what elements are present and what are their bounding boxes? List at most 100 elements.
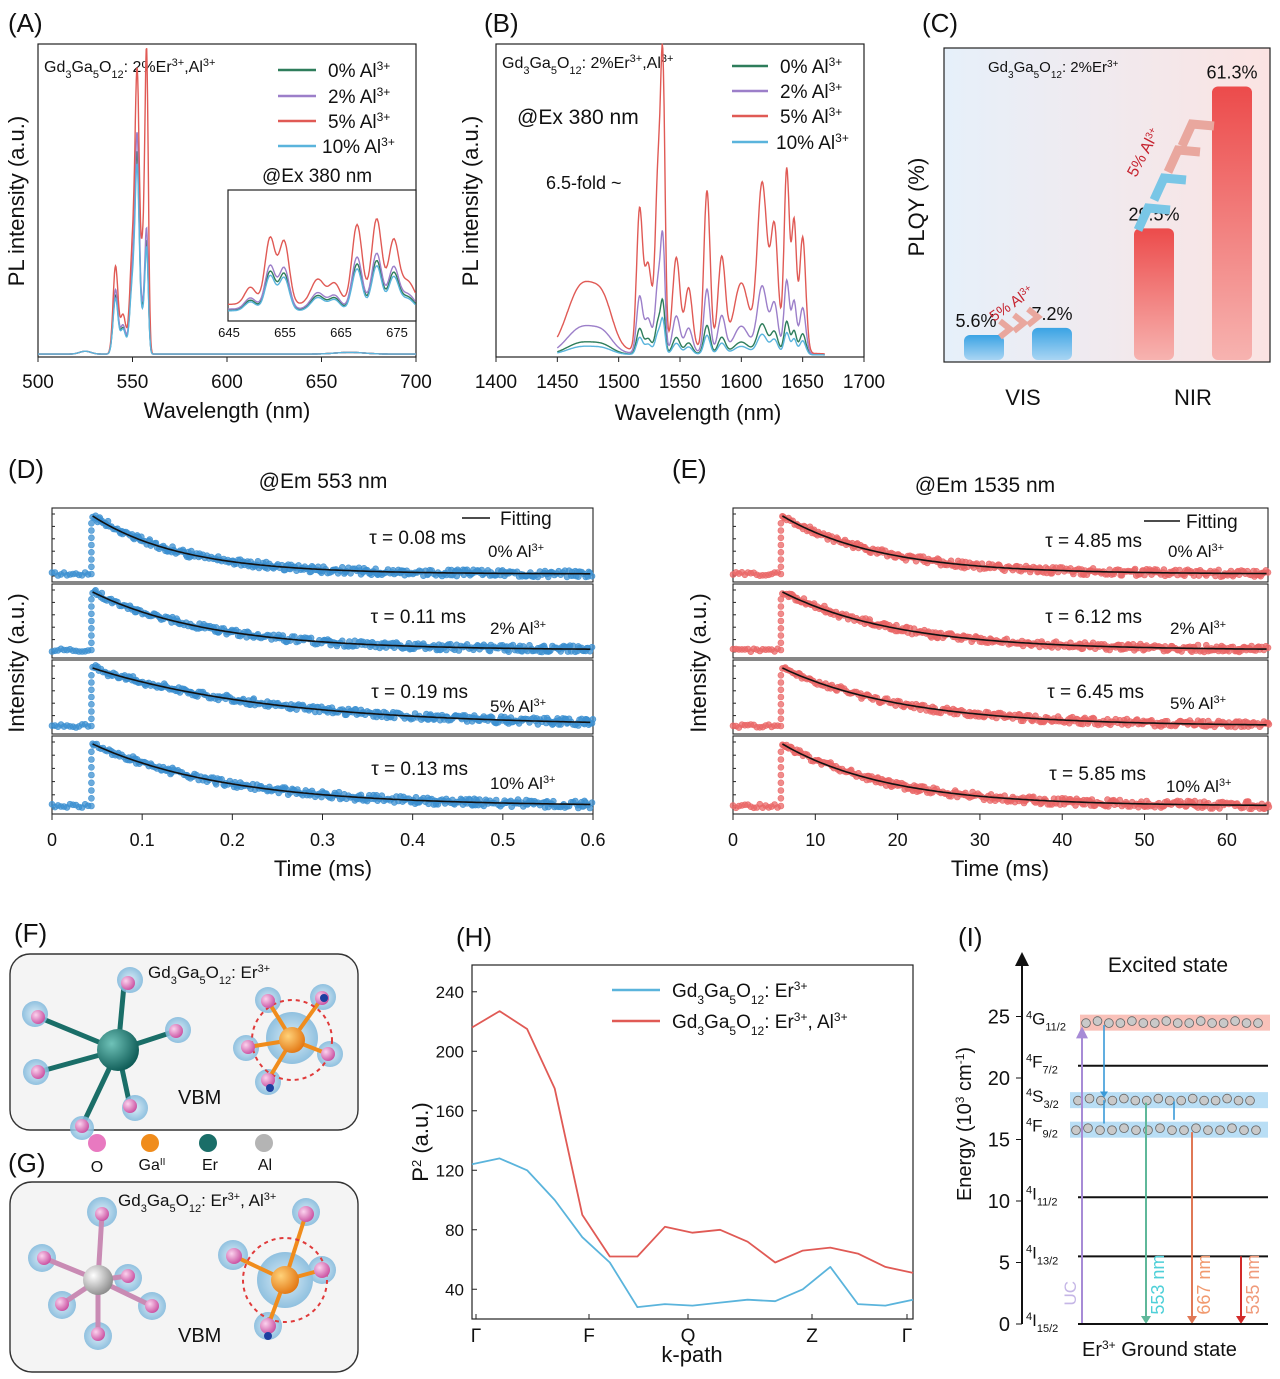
decay-xtick-label: 10 [805,830,825,850]
panel-label-h: (H) [456,922,492,952]
bar-value-label: 7.2% [1031,304,1072,324]
electron [1083,1123,1093,1133]
panel-d-emission: @Em 553 nm [259,470,388,493]
decay-point [88,570,95,578]
xtick-label-b: 1700 [843,372,885,393]
xtick-label-h: Z [806,1326,818,1347]
legend-al: Al [258,1157,272,1174]
decay-point [88,548,95,556]
ytick-label-h: 160 [436,1102,464,1121]
electron [1215,1125,1225,1135]
bar-nir-0 [1134,228,1174,360]
panel-b-x-axis: 1400 1450 1500 1550 1600 1650 1700 [475,357,885,393]
bar-value-label: 61.3% [1206,63,1257,83]
electron [1115,1018,1126,1028]
inset-spectrum-a-3 [228,265,416,312]
decay-point [777,519,785,527]
electron [1179,1125,1189,1135]
inset-xtick: 645 [218,325,240,340]
panel-a-x-axis: 500 550 600 650 700 [22,357,432,393]
ytick-label-h: 40 [445,1280,464,1299]
panel-b-fold: 6.5-fold ~ [546,173,622,193]
panel-a-ylabel: PL intensity (a.u.) [4,116,29,286]
electron [1167,1125,1177,1135]
panel-e: (E) @Em 1535 nm Intensity (a.u.) Fitting… [672,454,1273,881]
decay-point [777,671,785,679]
decay-xtick-label: 0.3 [310,830,335,850]
ytick-label-h: 80 [445,1221,464,1240]
electron [1187,1093,1198,1104]
legend-ga: GaII [139,1157,166,1175]
legend-a-2: 5% Al3+ [328,110,390,133]
panel-i-bottom: Er3+ Ground state [1082,1338,1237,1361]
xtick-label-a: 500 [22,372,54,393]
decay-xtick-label: 30 [970,830,990,850]
electron [1199,1095,1209,1106]
decay-point [88,748,95,756]
electron [1222,1093,1232,1104]
tau-e-2: τ = 6.45 ms [1047,682,1144,703]
inset-xtick: 665 [330,325,352,340]
decay-point [777,541,785,549]
decay-point [88,693,95,701]
panel-a: (A) Gd3Ga5O12: 2%Er3+,Al3+ 0% Al3+ 2% Al… [4,8,432,423]
decay-point [1265,803,1273,811]
xtick-label-a: 600 [211,372,243,393]
panel-f-vbm: VBM [178,1087,221,1109]
panel-b: (B) Gd3Ga5O12: 2%Er3+,Al3+ 0% Al3+ 2% Al… [458,8,885,425]
decay-point [777,722,785,730]
level-label: 4F9/2 [1026,1117,1058,1141]
al-atom [83,1265,113,1295]
legend-b-3: 10% Al3+ [776,131,849,154]
decay-point [88,624,95,632]
legend-a-0: 0% Al3+ [328,59,390,82]
electron [1143,1125,1153,1135]
decay-point [777,779,785,787]
panel-a-excitation: @Ex 380 nm [262,166,372,187]
decay-point [777,679,785,686]
electron [1130,1095,1141,1106]
legend-b-2: 5% Al3+ [780,105,842,128]
xtick-label-a: 550 [117,372,149,393]
panel-d-fitting: Fitting [500,509,552,530]
decay-xtick-label: 50 [1135,830,1155,850]
panel-h: (H) Gd3Ga5O12: Er3+ Gd3Ga5O12: Er3+, Al3… [408,922,914,1367]
decay-point [88,686,95,694]
decay-point [88,722,95,730]
conc-e-3: 10% Al3+ [1166,777,1231,796]
electron [1107,1095,1118,1106]
electron [1119,1093,1129,1104]
spectrum-a-3 [38,163,416,355]
level-label: 4G11/2 [1026,1010,1066,1034]
conc-d-3: 10% Al3+ [490,774,555,793]
panel-g: (G) Gd3Ga5O12: Er3+, Al3+ [8,1148,359,1373]
decay-point [88,708,95,715]
decay-point [1264,569,1272,576]
decay-xtick-label: 0.2 [220,830,245,850]
inset-spectrum-a-1 [228,252,416,310]
decay-point [1265,720,1273,728]
electron [1172,1018,1183,1028]
conc-e-1: 2% Al3+ [1170,619,1226,638]
conc-e-2: 5% Al3+ [1170,694,1226,713]
electron [1150,1018,1160,1028]
tau-d-1: τ = 0.11 ms [371,607,466,628]
xtick-label-h: Γ [902,1326,912,1347]
inset-xtick: 675 [386,325,408,340]
decay-point [88,519,95,527]
conc-d-1: 2% Al3+ [490,619,546,638]
decay-xtick-label: 20 [888,830,908,850]
legend-b-0: 0% Al3+ [780,55,842,78]
decay-point [88,756,95,763]
spectrum-b-3 [557,316,825,356]
electron [1107,1125,1117,1135]
decay-point [88,700,95,708]
ytick-label-i: 25 [988,1007,1010,1029]
emission-label: 553 nm [1148,1255,1168,1315]
decay-xtick-label: 0.4 [400,830,425,850]
legend-er-swatch [199,1134,217,1152]
decay-point [777,794,785,802]
xtick-label-a: 650 [306,372,338,393]
panel-a-xlabel: Wavelength (nm) [144,398,311,423]
electron [1161,1016,1172,1026]
